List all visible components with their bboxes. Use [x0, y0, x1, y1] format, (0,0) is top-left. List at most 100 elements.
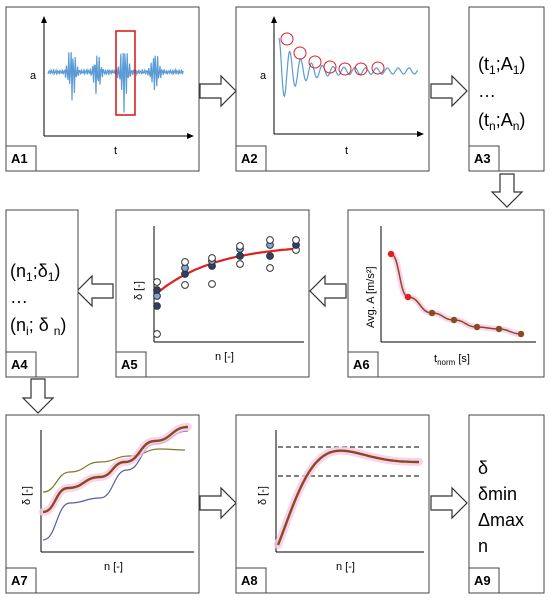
panel-a8-frame — [235, 414, 430, 594]
a5-point-9 — [181, 258, 189, 266]
panel-a3-label: A3 — [474, 151, 491, 166]
a2-peak-circle-6 — [354, 62, 368, 76]
panel-a8-tag — [235, 567, 267, 594]
a2-peak-markers — [280, 32, 385, 76]
a5-point-1 — [153, 330, 161, 338]
panel-a6-label: A6 — [353, 357, 370, 372]
a2-ylabel: a — [260, 70, 267, 82]
a5-point-2 — [153, 302, 161, 310]
panel-a9-frame — [468, 414, 545, 594]
arrow-a3-to-a6-icon — [490, 173, 524, 208]
panel-a3-frame — [468, 6, 545, 172]
panel-a1-label: A1 — [11, 151, 28, 166]
panel-a4-label: A4 — [11, 357, 28, 372]
a1-selection-box — [115, 30, 136, 116]
panel-a3-tag — [468, 145, 500, 172]
a2-peak-circle-4 — [323, 60, 337, 74]
a5-point-18 — [266, 264, 274, 272]
panel-a7-label: A7 — [11, 573, 28, 588]
panel-a7-tag — [5, 567, 37, 594]
a7-xlabel: n [-] — [104, 561, 123, 573]
panel-a2: a t A2 — [235, 6, 430, 172]
panel-a5-label: A5 — [121, 357, 138, 372]
a2-xlabel: t — [345, 145, 348, 157]
arrow-a6-to-a5-icon — [309, 274, 347, 308]
a3-ellipsis: … — [478, 81, 496, 101]
a6-ylabel: Avg. A [m/s²] — [365, 266, 377, 328]
panel-a4-tag — [5, 351, 37, 378]
a8-convergence-curve — [276, 449, 419, 546]
panel-a5: δ [-] n [-] A5 — [115, 209, 310, 378]
a4-line-first: (n1;δ1) — [10, 261, 60, 284]
a5-point-14 — [236, 260, 244, 268]
panel-a9-tag — [468, 567, 500, 594]
a9-item-delta-max: Δmax — [478, 510, 524, 530]
panel-a4: (n1;δ1) … (ni; δ n) A4 — [5, 209, 79, 378]
a9-item-delta-min: δmin — [478, 484, 517, 504]
arrow-a7-to-a8-icon — [199, 486, 237, 520]
panel-a2-tag — [235, 145, 267, 172]
a6-data-points — [387, 250, 525, 338]
a6-point-5 — [473, 323, 481, 331]
a5-point-21 — [266, 236, 274, 244]
arrow-a5-to-a4-icon — [76, 274, 114, 308]
panel-a6: Avg. A [m/s²] tnorm [s] A6 — [347, 209, 545, 378]
a7-mean-curve — [42, 425, 189, 514]
a5-point-4 — [153, 286, 161, 294]
panel-a7-frame — [5, 414, 200, 594]
panel-a3: (t1;A1) … (tn;An) A3 — [468, 6, 545, 172]
a2-x-arrow-icon — [417, 131, 424, 137]
panel-a1-frame — [5, 6, 200, 172]
a5-point-17 — [236, 242, 244, 250]
panel-a2-label: A2 — [241, 151, 258, 166]
panel-a2-frame — [235, 6, 430, 172]
a9-item-delta: δ — [478, 458, 488, 478]
a7-upper-envelope — [42, 448, 186, 493]
a6-xlabel: tnorm [s] — [434, 353, 470, 367]
panel-a1: a t A1 — [5, 6, 200, 172]
panel-a4-frame — [5, 209, 79, 378]
a6-point-6 — [495, 325, 503, 333]
a4-ellipsis: … — [10, 287, 28, 307]
a4-line-last: (ni; δ n) — [10, 315, 66, 338]
a1-y-arrow-icon — [41, 16, 47, 23]
panel-a5-frame — [115, 209, 310, 378]
panel-a6-tag — [347, 351, 379, 378]
panel-a5-tag — [115, 351, 147, 378]
a1-x-arrow-icon — [187, 133, 194, 139]
a5-point-13 — [208, 254, 216, 262]
a2-peak-circle-1 — [280, 32, 294, 46]
arrow-a4-to-a7-icon — [21, 378, 55, 414]
arrow-a8-to-a9-icon — [430, 486, 468, 520]
arrow-a2-to-a3-icon — [430, 74, 468, 108]
panel-a1-tag — [5, 145, 37, 172]
a5-point-5 — [153, 278, 161, 286]
panel-a7: δ [-] n [-] A7 — [5, 414, 200, 594]
a5-fit-curve — [155, 247, 299, 295]
a7-ylabel: δ [-] — [21, 486, 33, 505]
a5-xlabel: n [-] — [215, 351, 234, 363]
a6-point-2 — [404, 293, 412, 301]
a2-peak-circle-5 — [338, 62, 352, 76]
a1-ylabel: a — [30, 70, 37, 82]
a8-ylabel: δ [-] — [257, 486, 269, 505]
a9-item-n: n — [478, 536, 488, 556]
panel-a9-label: A9 — [474, 573, 491, 588]
panel-a9: δ δmin Δmax n A9 — [468, 414, 545, 594]
a1-xlabel: t — [114, 145, 117, 157]
a3-line-last: (tn;An) — [478, 110, 525, 133]
a2-y-arrow-icon — [271, 16, 277, 23]
a5-point-15 — [236, 252, 244, 260]
panel-a8: δ [-] n [-] A8 — [235, 414, 430, 594]
a6-point-1 — [387, 250, 395, 258]
a5-point-24 — [292, 236, 300, 244]
a5-point-6 — [181, 281, 189, 289]
arrow-a1-to-a2-icon — [199, 74, 237, 108]
a6-point-7 — [517, 330, 525, 338]
a5-point-10 — [208, 280, 216, 288]
a5-data-points — [153, 236, 300, 338]
a8-xlabel: n [-] — [336, 561, 355, 573]
a5-ylabel: δ [-] — [133, 281, 145, 300]
